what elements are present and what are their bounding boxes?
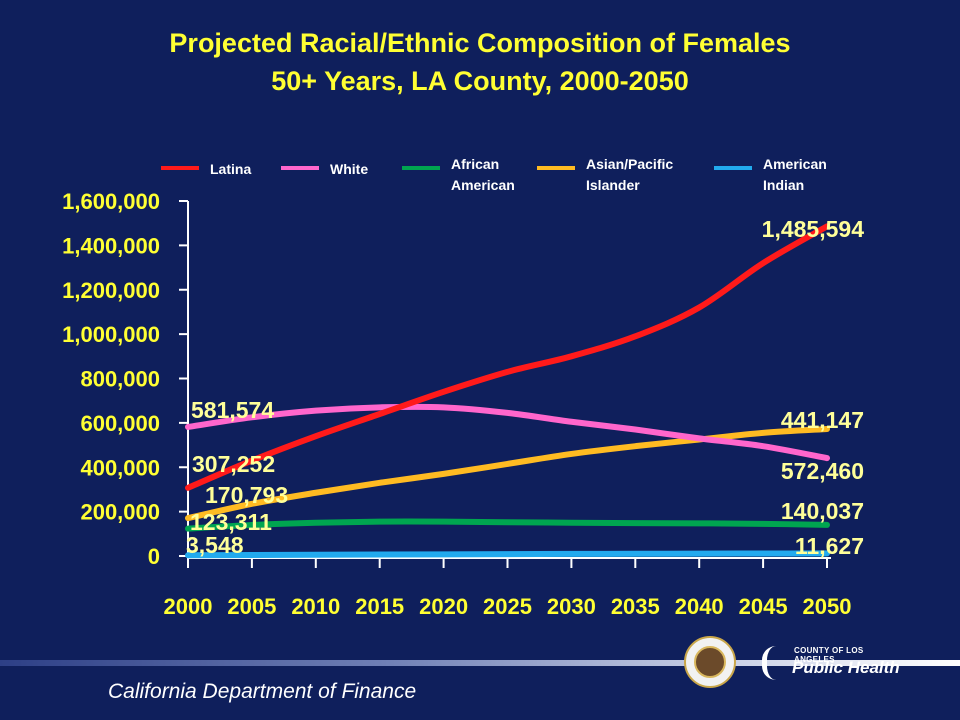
public-health-logo-text: Public Health: [792, 658, 900, 677]
series-line-white: [185, 403, 830, 462]
series-line-african-american: [185, 518, 830, 532]
series-line-asian-pacific-islander: [185, 425, 830, 522]
public-health-logo-small-text: COUNTY OF LOS ANGELES: [794, 646, 864, 664]
y-tick-label: 1,400,000: [62, 233, 160, 258]
data-label-start: 3,548: [186, 532, 244, 558]
y-tick-label: 600,000: [80, 411, 160, 436]
x-tick-label: 2005: [227, 594, 276, 619]
legend-label: Asian/Pacific Islander: [586, 156, 673, 193]
legend-label: Latina: [210, 161, 251, 177]
footer-divider: [0, 660, 960, 666]
data-label-end: 140,037: [781, 498, 864, 524]
x-tick-label: 2050: [803, 594, 852, 619]
y-tick-label: 200,000: [80, 500, 160, 525]
y-tick-label: 1,200,000: [62, 278, 160, 303]
x-tick-label: 2040: [675, 594, 724, 619]
legend-label: American Indian: [763, 156, 827, 193]
data-label-end: 1,485,594: [762, 216, 865, 242]
public-health-logo: COUNTY OF LOS ANGELES Public Health: [760, 644, 900, 684]
x-tick-label: 2000: [164, 594, 213, 619]
data-label-start: 123,311: [190, 509, 272, 535]
legend-label: White: [330, 161, 368, 177]
x-tick-label: 2025: [483, 594, 532, 619]
x-tick-label: 2015: [355, 594, 404, 619]
line-chart: 0 200,000 400,000 600,000 800,000 1,000,000 1,…: [62, 156, 865, 619]
x-tick-label: 2010: [291, 594, 340, 619]
legend-label: African American: [451, 156, 515, 193]
y-tick-label: 0: [148, 544, 160, 569]
data-label-end: 572,460: [781, 458, 864, 484]
y-tick-label: 1,600,000: [62, 189, 160, 214]
source-note: California Department of Finance: [108, 680, 417, 703]
county-seal-emblem: [694, 646, 726, 678]
chart-title: Projected Racial/Ethnic Composition of F…: [0, 24, 960, 100]
data-label-end: 441,147: [781, 407, 864, 433]
data-label-end: 11,627: [795, 533, 864, 559]
x-tick-label: 2030: [547, 594, 596, 619]
data-label-start: 307,252: [192, 451, 275, 477]
chart-title-line1: Projected Racial/Ethnic Composition of F…: [169, 28, 791, 58]
data-label-start: 581,574: [191, 397, 274, 423]
y-tick-label: 800,000: [80, 367, 160, 392]
chart-title-line2: 50+ Years, LA County, 2000-2050: [271, 66, 689, 96]
y-tick-label: 1,000,000: [62, 322, 160, 347]
x-tick-label: 2035: [611, 594, 660, 619]
series-line-american-indian: [185, 550, 830, 559]
series-line-latina: [185, 223, 830, 491]
public-health-mark-icon: [762, 646, 788, 680]
data-label-start: 170,793: [205, 482, 288, 508]
x-tick-label: 2045: [739, 594, 788, 619]
x-tick-label: 2020: [419, 594, 468, 619]
y-tick-label: 400,000: [80, 455, 160, 480]
county-seal-logo: [684, 636, 736, 688]
